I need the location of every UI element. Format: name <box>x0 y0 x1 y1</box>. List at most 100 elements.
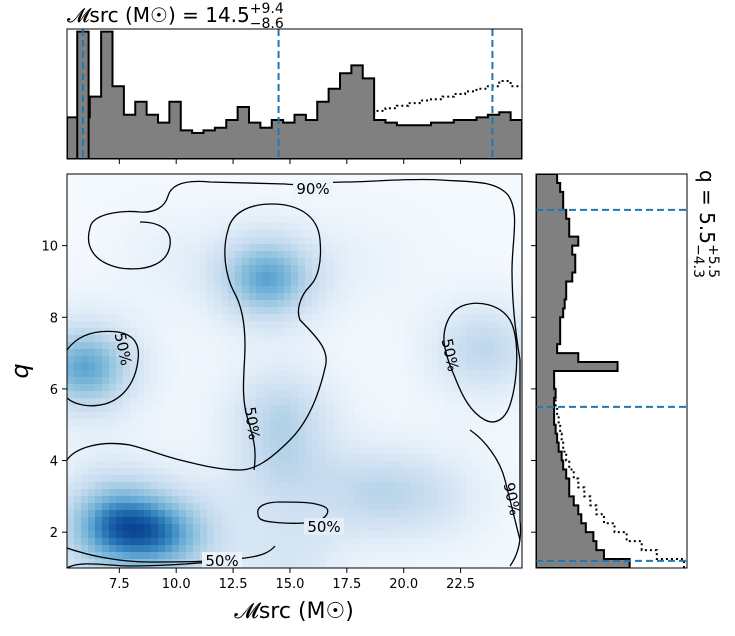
heatmap-cell <box>172 559 180 567</box>
heatmap-cell <box>235 398 243 406</box>
heatmap-cell <box>144 461 152 469</box>
heatmap-cell <box>473 531 481 539</box>
heatmap-cell <box>319 440 327 448</box>
heatmap-cell <box>95 461 103 469</box>
heatmap-cell <box>382 517 390 525</box>
heatmap-cell <box>95 279 103 287</box>
heatmap-cell <box>228 440 236 448</box>
heatmap-cell <box>158 356 166 364</box>
heatmap-cell <box>242 398 250 406</box>
heatmap-cell <box>389 216 397 224</box>
heatmap-cell <box>270 545 278 553</box>
heatmap-cell <box>354 566 362 568</box>
heatmap-cell <box>466 265 474 273</box>
heatmap-cell <box>445 419 453 427</box>
heatmap-cell <box>137 300 145 308</box>
heatmap-cell <box>172 468 180 476</box>
heatmap-cell <box>312 566 320 568</box>
heatmap-cell <box>347 412 355 420</box>
heatmap-cell <box>431 335 439 343</box>
heatmap-cell <box>263 286 271 294</box>
heatmap-cell <box>389 272 397 280</box>
heatmap-cell <box>466 258 474 266</box>
heatmap-cell <box>158 489 166 497</box>
heatmap-cell <box>480 188 488 196</box>
heatmap-cell <box>298 384 306 392</box>
heatmap-cell <box>473 349 481 357</box>
heatmap-cell <box>515 307 522 315</box>
heatmap-cell <box>249 384 257 392</box>
heatmap-cell <box>67 538 75 546</box>
heatmap-cell <box>242 426 250 434</box>
heatmap-cell <box>235 482 243 490</box>
heatmap-cell <box>200 517 208 525</box>
heatmap-cell <box>130 531 138 539</box>
heatmap-cell <box>263 391 271 399</box>
heatmap-cell <box>501 237 509 245</box>
heatmap-cell <box>116 538 124 546</box>
heatmap-cell <box>137 286 145 294</box>
heatmap-cell <box>452 293 460 301</box>
heatmap-cell <box>326 335 334 343</box>
right-title-text: q = 5.5 <box>695 170 719 244</box>
heatmap-cell <box>375 321 383 329</box>
heatmap-cell <box>438 447 446 455</box>
heatmap-cell <box>305 237 313 245</box>
heatmap-cell <box>130 307 138 315</box>
heatmap-cell <box>396 335 404 343</box>
heatmap-cell <box>298 321 306 329</box>
heatmap-cell <box>95 335 103 343</box>
heatmap-cell <box>123 314 131 322</box>
heatmap-cell <box>102 503 110 511</box>
heatmap-cell <box>466 566 474 568</box>
heatmap-cell <box>81 286 89 294</box>
heatmap-cell <box>361 566 369 568</box>
heatmap-cell <box>151 237 159 245</box>
heatmap-cell <box>123 552 131 560</box>
heatmap-cell <box>88 426 96 434</box>
heatmap-cell <box>452 461 460 469</box>
heatmap-cell <box>200 545 208 553</box>
y-axis-label: q <box>6 363 34 378</box>
heatmap-cell <box>256 314 264 322</box>
heatmap-cell <box>95 454 103 462</box>
heatmap-cell <box>375 356 383 364</box>
heatmap-cell <box>466 377 474 385</box>
heatmap-cell <box>508 475 516 483</box>
heatmap-cell <box>473 377 481 385</box>
heatmap-cell <box>494 398 502 406</box>
heatmap-cell <box>445 517 453 525</box>
heatmap-cell <box>249 496 257 504</box>
heatmap-cell <box>221 286 229 294</box>
heatmap-cell <box>172 279 180 287</box>
heatmap-cell <box>424 314 432 322</box>
heatmap-cell <box>81 251 89 259</box>
heatmap-cell <box>193 433 201 441</box>
heatmap-cell <box>144 384 152 392</box>
heatmap-cell <box>228 314 236 322</box>
heatmap-cell <box>347 300 355 308</box>
heatmap-cell <box>515 440 522 448</box>
heatmap-cell <box>340 377 348 385</box>
heatmap-cell <box>116 454 124 462</box>
heatmap-cell <box>480 370 488 378</box>
heatmap-cell <box>312 454 320 462</box>
heatmap-cell <box>123 433 131 441</box>
heatmap-cell <box>494 188 502 196</box>
heatmap-cell <box>438 279 446 287</box>
heatmap-cell <box>417 265 425 273</box>
heatmap-cell <box>424 328 432 336</box>
heatmap-cell <box>172 552 180 560</box>
heatmap-cell <box>431 314 439 322</box>
heatmap-cell <box>424 503 432 511</box>
heatmap-cell <box>438 202 446 210</box>
heatmap-cell <box>480 468 488 476</box>
heatmap-cell <box>494 293 502 301</box>
heatmap-cell <box>284 531 292 539</box>
heatmap-cell <box>186 342 194 350</box>
heatmap-cell <box>151 188 159 196</box>
heatmap-cell <box>319 258 327 266</box>
heatmap-cell <box>515 433 522 441</box>
heatmap-cell <box>151 545 159 553</box>
heatmap-cell <box>375 510 383 518</box>
